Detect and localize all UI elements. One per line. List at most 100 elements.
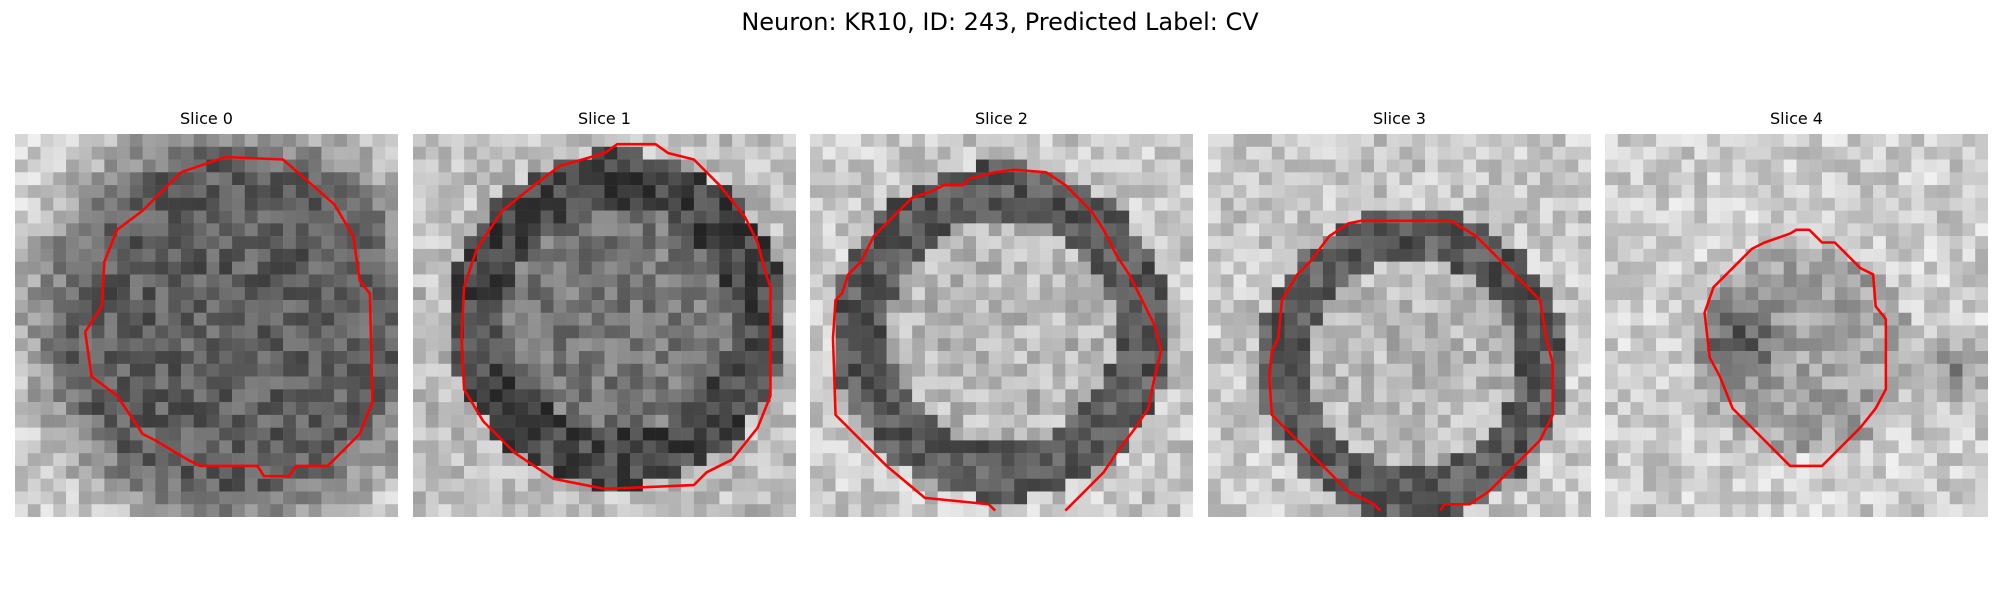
pixel <box>706 440 720 454</box>
pixel <box>168 261 182 275</box>
pixel <box>1681 223 1695 237</box>
pixel <box>385 338 398 352</box>
pixel <box>1233 465 1247 479</box>
pixel <box>1656 465 1670 479</box>
pixel <box>1847 414 1861 428</box>
pixel <box>451 185 465 199</box>
pixel <box>937 210 951 224</box>
pixel <box>502 223 516 237</box>
pixel <box>899 159 913 173</box>
pixel <box>1770 159 1784 173</box>
pixel <box>886 402 900 416</box>
pixel <box>1476 146 1490 160</box>
pixel <box>1552 402 1566 416</box>
pixel <box>1373 325 1387 339</box>
pixel <box>1014 287 1028 301</box>
pixel <box>359 261 373 275</box>
pixel <box>578 261 592 275</box>
pixel <box>359 172 373 186</box>
pixel <box>1834 134 1848 148</box>
pixel <box>1373 287 1387 301</box>
pixel <box>1975 197 1988 211</box>
pixel <box>117 261 131 275</box>
pixel <box>655 223 669 237</box>
pixel <box>1732 197 1746 211</box>
pixel <box>553 197 567 211</box>
pixel <box>1463 402 1477 416</box>
pixel <box>1847 210 1861 224</box>
pixel <box>1617 248 1631 262</box>
pixel <box>1129 363 1143 377</box>
pixel <box>553 453 567 467</box>
pixel <box>66 491 80 505</box>
pixel <box>1681 478 1695 492</box>
pixel <box>1065 274 1079 288</box>
pixel <box>1898 299 1912 313</box>
pixel <box>835 389 849 403</box>
pixel <box>963 363 977 377</box>
pixel <box>451 414 465 428</box>
pixel <box>1014 453 1028 467</box>
pixel <box>693 414 707 428</box>
pixel <box>425 376 439 390</box>
pixel <box>53 453 67 467</box>
pixel <box>270 389 284 403</box>
pixel <box>206 185 220 199</box>
pixel <box>346 363 360 377</box>
pixel <box>899 402 913 416</box>
pixel <box>78 312 92 326</box>
pixel <box>924 376 938 390</box>
pixel <box>257 274 271 288</box>
pixel <box>1014 312 1028 326</box>
pixel <box>1103 363 1117 377</box>
pixel <box>1348 287 1362 301</box>
pixel <box>1348 274 1362 288</box>
pixel <box>244 236 258 250</box>
pixel <box>1065 248 1079 262</box>
pixel <box>1361 363 1375 377</box>
pixel <box>1065 210 1079 224</box>
pixel <box>963 299 977 313</box>
pixel <box>1885 210 1899 224</box>
pixel <box>566 376 580 390</box>
pixel <box>1154 287 1168 301</box>
pixel <box>1949 351 1963 365</box>
pixel <box>53 172 67 186</box>
pixel <box>1310 312 1324 326</box>
pixel <box>706 299 720 313</box>
pixel <box>1335 325 1349 339</box>
pixel <box>1617 402 1631 416</box>
pixel <box>642 185 656 199</box>
pixel <box>886 351 900 365</box>
pixel <box>1310 223 1324 237</box>
pixel <box>257 376 271 390</box>
pixel <box>413 146 427 160</box>
pixel <box>1668 299 1682 313</box>
pixel <box>53 210 67 224</box>
pixel <box>578 504 592 517</box>
pixel <box>359 478 373 492</box>
pixel <box>1962 197 1976 211</box>
pixel <box>1873 159 1887 173</box>
pixel <box>385 363 398 377</box>
pixel <box>168 389 182 403</box>
pixel <box>1180 478 1193 492</box>
pixel <box>1103 427 1117 441</box>
pixel <box>770 453 784 467</box>
pixel <box>1039 402 1053 416</box>
pixel <box>40 185 54 199</box>
pixel <box>1180 236 1193 250</box>
pixel <box>540 376 554 390</box>
pixel <box>372 491 386 505</box>
pixel <box>1501 478 1515 492</box>
pixel <box>1052 223 1066 237</box>
pixel <box>117 491 131 505</box>
pixel <box>1246 248 1260 262</box>
pixel <box>1116 402 1130 416</box>
pixel <box>1052 159 1066 173</box>
pixel <box>91 402 105 416</box>
pixel <box>706 351 720 365</box>
pixel <box>1373 376 1387 390</box>
pixel <box>155 389 169 403</box>
pixel <box>527 491 541 505</box>
